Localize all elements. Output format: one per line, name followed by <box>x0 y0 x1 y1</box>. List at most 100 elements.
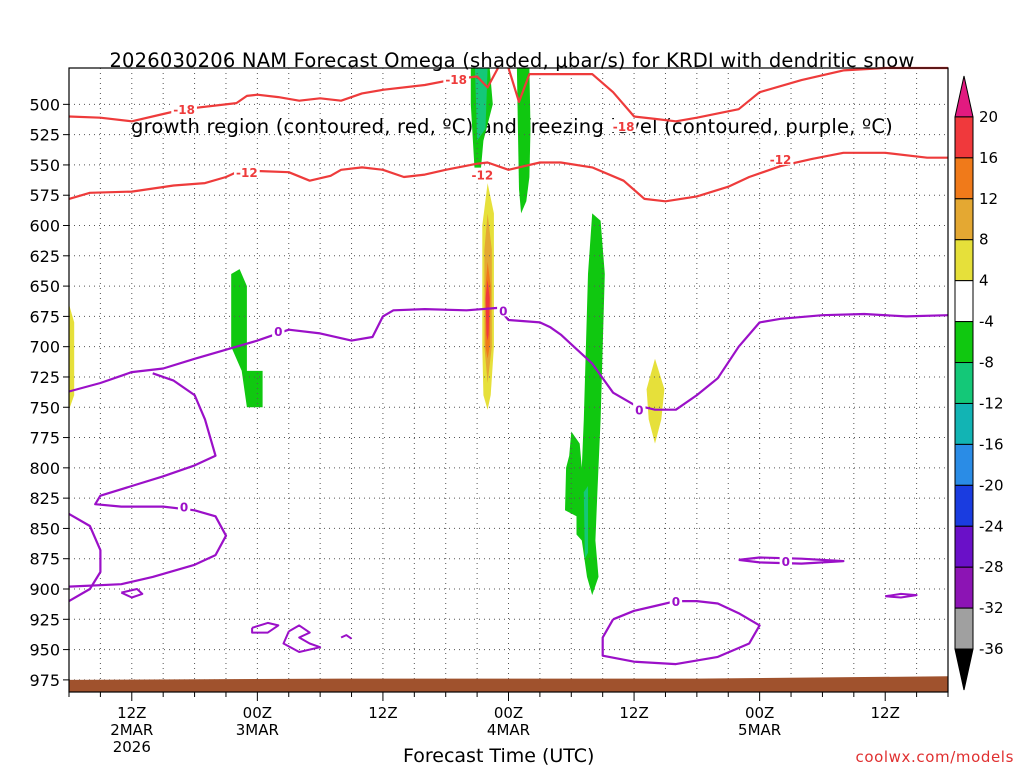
purple-contour-line <box>68 512 102 603</box>
colorbar-label: -28 <box>979 558 1004 576</box>
purple-contour-line <box>68 306 949 411</box>
contour-label-bg <box>469 167 496 181</box>
x-tick-label: 00Z <box>745 704 774 722</box>
omega-shade-region <box>231 269 263 408</box>
colorbar-label: 16 <box>979 149 998 167</box>
x-tick-label: 4MAR <box>487 721 530 739</box>
x-tick-label: 3MAR <box>236 721 279 739</box>
omega-shade-region <box>475 68 488 141</box>
contour-label-zero: 0 <box>782 555 790 569</box>
omega-shade-region <box>565 213 605 596</box>
purple-contour-line <box>251 621 280 634</box>
y-tick-label: 775 <box>29 429 60 448</box>
contours: -18 -18 -18 -12 -12 -12 0 0 0 0 0 0 <box>68 66 949 666</box>
x-axis-label: Forecast Time (UTC) <box>403 745 595 767</box>
red-contour-line <box>507 66 948 123</box>
purple-contour-line <box>885 592 918 599</box>
contour-label-bg <box>171 102 197 116</box>
contour-label-bg <box>767 151 794 165</box>
y-tick-label: 600 <box>29 217 60 236</box>
contour-label-bg <box>234 165 260 179</box>
contour-label-bg <box>633 402 646 416</box>
colorbar-bottom-arrow <box>954 648 974 691</box>
y-tick-label: 850 <box>29 519 60 538</box>
contour-label-bg <box>610 119 637 133</box>
colorbar-cell <box>954 321 974 364</box>
colorbar-cell <box>954 607 974 650</box>
purple-contour-line <box>68 372 228 588</box>
y-tick-label: 925 <box>29 610 60 629</box>
x-tick-label: 2026 <box>113 738 151 756</box>
x-tick-label: 12Z <box>368 704 397 722</box>
y-tick-label: 675 <box>29 307 60 326</box>
purple-contour-line <box>738 556 845 565</box>
colorbar-label: -32 <box>979 599 1004 617</box>
y-tick-label: 875 <box>29 550 60 569</box>
ground-surface <box>69 676 948 692</box>
omega-shading <box>69 68 665 596</box>
contour-label-zero: 0 <box>635 404 643 418</box>
contour-label-minus12: -12 <box>236 166 258 180</box>
colorbar-cell <box>954 484 974 527</box>
colorbar-top-arrow <box>954 75 974 118</box>
title-line-1: 2026030206 NAM Forecast Omega (shaded, μ… <box>109 49 915 72</box>
purple-contour-line <box>282 624 322 653</box>
y-tick-label: 900 <box>29 580 60 599</box>
contour-label-bg <box>177 499 191 513</box>
colorbar-label: -16 <box>979 435 1004 453</box>
colorbar-cell <box>954 566 974 609</box>
contour-label-minus12: -12 <box>471 169 493 183</box>
contour-label-bg <box>779 554 792 568</box>
colorbar-label: -24 <box>979 517 1004 535</box>
omega-shade-region <box>516 68 531 214</box>
y-tick-label: 650 <box>29 277 60 296</box>
red-contour-line <box>68 67 499 123</box>
y-tick-label: 800 <box>29 459 60 478</box>
contour-label-minus12: -12 <box>770 153 792 167</box>
colorbar-cell <box>954 198 974 241</box>
y-tick-label: 625 <box>29 247 60 266</box>
y-tick-label: 975 <box>29 671 60 690</box>
contour-label-zero: 0 <box>499 304 507 318</box>
y-tick-label: 550 <box>29 156 60 175</box>
red-contour-line <box>68 151 948 203</box>
colorbar-label: 4 <box>979 272 989 290</box>
omega-shade-region <box>583 486 588 559</box>
gridlines <box>68 68 949 692</box>
x-tick-label: 5MAR <box>738 721 781 739</box>
colorbar-cell <box>954 280 974 323</box>
chart-title: 2026030206 NAM Forecast Omega (shaded, μ… <box>0 6 1024 160</box>
y-tick-label: 500 <box>29 95 60 114</box>
purple-contour-line <box>120 588 144 599</box>
colorbar-label: 8 <box>979 231 989 249</box>
colorbar-cell <box>954 402 974 445</box>
y-tick-label: 750 <box>29 398 60 417</box>
colorbar-label: -4 <box>979 313 994 331</box>
x-tick-label: 00Z <box>243 704 272 722</box>
contour-label-zero: 0 <box>180 501 188 515</box>
contour-label-zero: 0 <box>672 595 680 609</box>
y-tick-label: 825 <box>29 489 60 508</box>
colorbar-cell <box>954 239 974 282</box>
colorbar-label: 12 <box>979 190 998 208</box>
contour-label-bg <box>272 323 285 337</box>
contour-label-bg <box>497 303 510 317</box>
colorbar-cell <box>954 157 974 200</box>
x-tick-label: 12Z <box>871 704 900 722</box>
colorbar-label: -8 <box>979 354 994 372</box>
contour-label-bg <box>443 71 470 85</box>
y-tick-label: 700 <box>29 338 60 357</box>
x-tick-label: 2MAR <box>110 721 153 739</box>
colorbar-cell <box>954 362 974 404</box>
y-tick-label: 575 <box>29 186 60 205</box>
credit-link[interactable]: coolwx.com/models <box>855 748 1014 766</box>
colorbar-label: -12 <box>979 394 1004 412</box>
y-tick-label: 950 <box>29 641 60 660</box>
colorbar-cell <box>954 443 974 486</box>
omega-shade-region <box>69 304 75 410</box>
x-tick-label: 12Z <box>117 704 146 722</box>
purple-contour-line <box>601 600 761 666</box>
contour-label-minus18: -18 <box>445 73 467 87</box>
colorbar: 20 16 12 8 4 -4 -8 -12 -16 -20 -24 -28 -32 -36 <box>954 75 1004 691</box>
